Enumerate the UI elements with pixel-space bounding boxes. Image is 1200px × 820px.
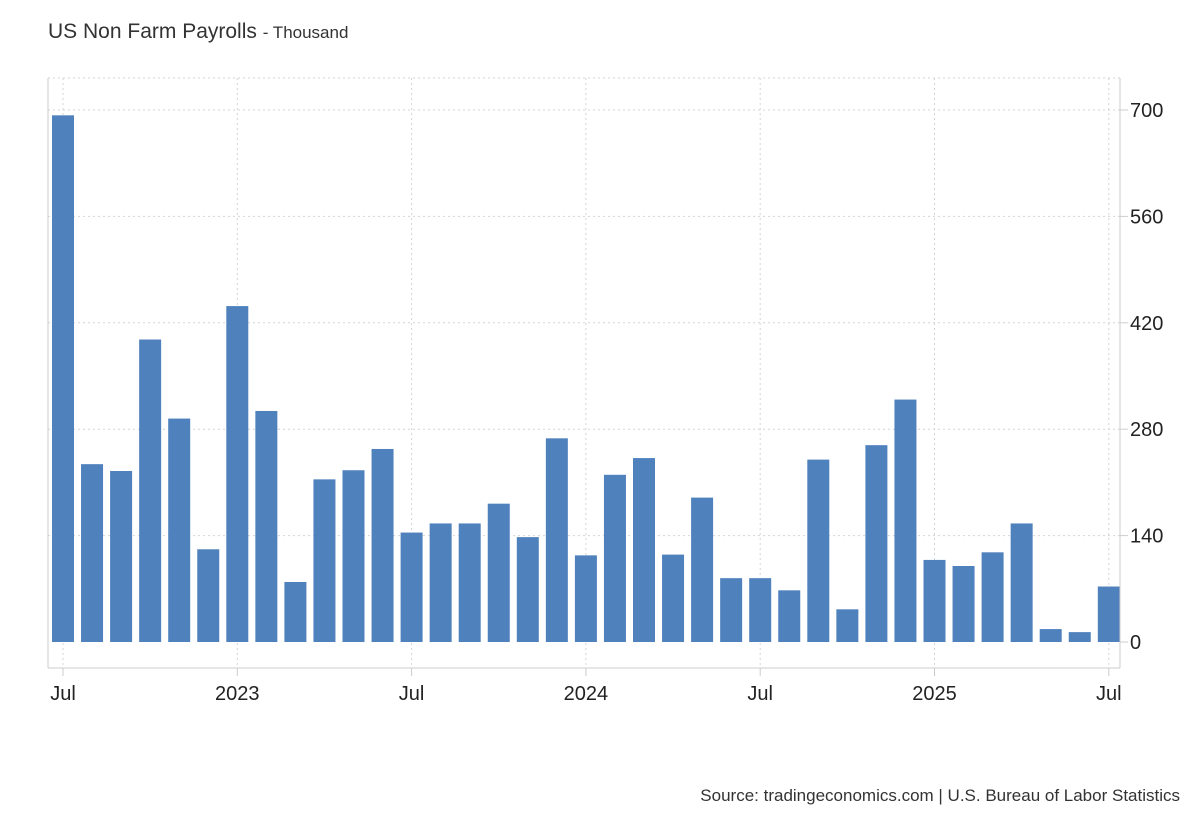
- bar: [110, 471, 133, 642]
- bar: [313, 479, 336, 642]
- y-tick-label: 700: [1130, 100, 1163, 122]
- bar: [168, 418, 191, 642]
- x-tick-label: Jul: [747, 683, 773, 705]
- bar: [458, 523, 481, 642]
- bar: [226, 306, 249, 642]
- bar: [1039, 629, 1062, 642]
- chart-unit-label: - Thousand: [262, 23, 349, 42]
- bar: [1068, 632, 1091, 642]
- bar: [662, 554, 685, 642]
- bar: [1097, 586, 1120, 642]
- x-tick-label: 2024: [564, 683, 609, 705]
- y-tick-label: 280: [1130, 419, 1163, 441]
- bar: [255, 410, 278, 642]
- bar: [574, 555, 597, 642]
- bar: [429, 523, 452, 642]
- bar: [865, 445, 888, 642]
- bar: [603, 474, 626, 642]
- chart-title: US Non Farm Payrolls - Thousand: [48, 20, 348, 44]
- bar: [1010, 523, 1033, 642]
- bar: [545, 438, 568, 642]
- bar: [139, 339, 162, 642]
- bar: [720, 578, 743, 642]
- y-tick-label: 140: [1130, 526, 1163, 548]
- y-tick-label: 420: [1130, 313, 1163, 335]
- x-tick-label: Jul: [1096, 683, 1122, 705]
- bar: [197, 549, 220, 642]
- bar: [778, 590, 801, 642]
- x-tick-labels: Jul 2023 Jul 2024 Jul 2025 Jul: [50, 683, 1121, 705]
- bar: [516, 537, 539, 642]
- x-tick-label: 2023: [215, 683, 260, 705]
- bar: [691, 497, 714, 642]
- bar: [952, 566, 975, 642]
- bars: [52, 115, 1120, 642]
- bar: [807, 459, 830, 642]
- bar: [749, 578, 772, 642]
- x-tick-label: 2025: [912, 683, 957, 705]
- bar: [400, 532, 423, 642]
- bar: [894, 399, 917, 642]
- bar: [836, 609, 859, 642]
- bar: [371, 448, 394, 642]
- bar: [52, 115, 74, 642]
- y-tick-label: 560: [1130, 206, 1163, 228]
- y-tick-label: 0: [1130, 632, 1141, 654]
- y-tick-labels: 0 140 280 420 560 700: [1130, 100, 1163, 654]
- bar: [81, 464, 104, 642]
- source-credit: Source: tradingeconomics.com | U.S. Bure…: [700, 786, 1180, 805]
- bar: [342, 470, 365, 642]
- chart-title-text: US Non Farm Payrolls: [48, 20, 257, 43]
- bar: [633, 458, 655, 642]
- bar: [487, 503, 510, 642]
- axes: [47, 78, 1128, 676]
- bar: [284, 581, 307, 642]
- x-tick-label: Jul: [50, 683, 76, 705]
- bar: [923, 559, 946, 642]
- bar: [981, 552, 1004, 642]
- x-tick-label: Jul: [399, 683, 425, 705]
